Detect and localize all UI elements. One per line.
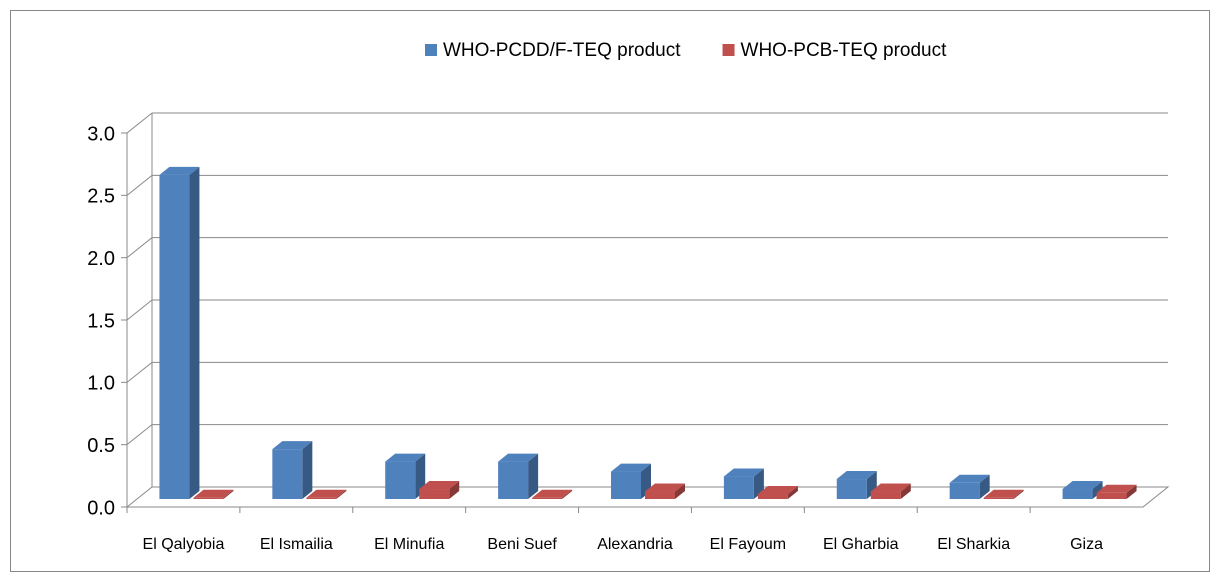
x-tick-label: Alexandria: [597, 536, 673, 553]
x-tick-label: El Ismailia: [260, 536, 333, 553]
bar: [1096, 492, 1127, 499]
y-tick-label: 2.5: [87, 186, 115, 208]
bar-top: [611, 463, 651, 472]
x-tick-label: El Qalyobia: [143, 536, 225, 553]
x-tick-label: El Minufia: [374, 536, 444, 553]
x-tick-label: El Fayoum: [710, 536, 786, 553]
x-tick-label: Giza: [1070, 536, 1103, 553]
bar-top: [983, 489, 1024, 498]
legend-label: WHO-PCDD/F-TEQ product: [443, 40, 681, 61]
legend-label: WHO-PCB-TEQ product: [741, 40, 948, 61]
bar-top: [757, 486, 798, 495]
bar-side: [336, 489, 347, 499]
bar: [870, 491, 901, 499]
bar: [836, 479, 867, 499]
bar: [193, 497, 224, 499]
bar-top: [870, 483, 911, 492]
bar: [757, 494, 788, 499]
x-tick-label: Beni Suef: [487, 536, 557, 553]
bar: [949, 482, 980, 499]
bar-top: [419, 481, 460, 490]
grid-line: [126, 361, 153, 383]
y-tick-label: 1.0: [87, 373, 115, 395]
bar-top: [193, 489, 234, 498]
bar-top: [836, 471, 877, 480]
bar: [306, 497, 337, 499]
bar: [385, 461, 416, 499]
bar-top: [385, 453, 426, 462]
bar: [159, 174, 190, 499]
bar: [983, 497, 1014, 499]
bar-side: [302, 441, 313, 499]
grid-line: [126, 174, 153, 196]
bar: [645, 491, 675, 499]
bar-top: [1062, 481, 1103, 490]
bar-top: [645, 483, 685, 492]
bar-side: [223, 489, 234, 499]
y-tick-label: 3.0: [87, 123, 115, 145]
bar-top: [306, 489, 347, 498]
bar-top: [532, 489, 573, 498]
bar-side: [675, 483, 685, 499]
bar-side: [1092, 481, 1103, 499]
bar-side: [900, 483, 911, 499]
grid-line: [126, 237, 153, 259]
y-tick-label: 1.5: [87, 310, 115, 332]
bar-side: [979, 474, 990, 499]
bar: [272, 449, 303, 499]
x-tick-label: El Sharkia: [937, 536, 1010, 553]
chart-border: [10, 10, 1210, 572]
bar: [498, 461, 529, 499]
bar: [1062, 489, 1093, 499]
y-tick-label: 2.0: [87, 248, 115, 270]
bar-side: [1126, 484, 1137, 499]
bar: [419, 489, 450, 499]
bar-side: [1013, 489, 1024, 499]
grid-line: [126, 299, 153, 321]
bar: [611, 471, 641, 499]
bar-side: [562, 489, 573, 499]
x-tick-label: El Gharbia: [823, 536, 899, 553]
bar-top: [723, 468, 764, 477]
bar: [532, 497, 563, 499]
bar-top: [1096, 484, 1137, 493]
grid-line: [126, 424, 153, 446]
bar-top: [159, 166, 200, 175]
bar-top: [949, 474, 990, 483]
bar-top: [498, 453, 539, 462]
bar-side: [787, 486, 798, 499]
bar-side: [449, 481, 460, 499]
legend-swatch: [425, 44, 437, 56]
bar-top: [272, 441, 313, 450]
bar-side: [189, 166, 200, 499]
grid-line: [126, 112, 153, 134]
y-tick-label: 0.0: [87, 497, 115, 519]
bar: [723, 476, 754, 499]
y-tick-label: 0.5: [87, 435, 115, 457]
bar-side: [528, 453, 539, 499]
legend-swatch: [722, 44, 735, 56]
